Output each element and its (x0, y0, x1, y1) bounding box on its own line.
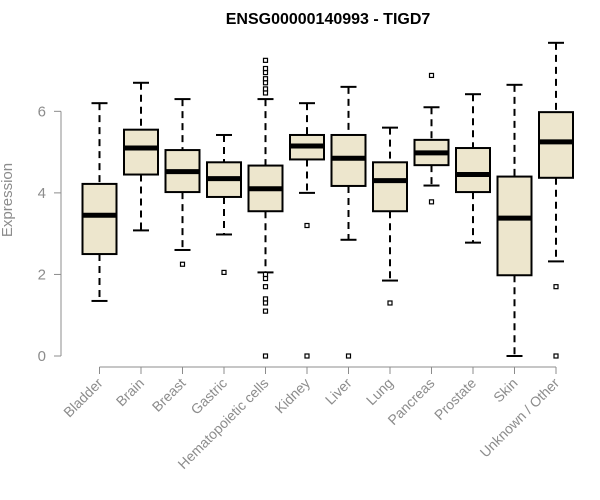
box-iqr (81, 182, 118, 256)
box-skin (496, 83, 533, 357)
y-axis: 0 2 4 6 (38, 103, 62, 365)
x-tick-label: Unknown / Other (477, 375, 563, 461)
outlier-point (262, 57, 269, 63)
y-tick-label: 6 (38, 103, 46, 120)
x-tick-label: Prostate (431, 375, 479, 423)
box-bladder (81, 102, 118, 302)
x-tick-label: Liver (322, 375, 355, 408)
outlier-point (262, 275, 269, 282)
outlier-point (262, 69, 269, 76)
outlier-point (428, 199, 435, 205)
outlier-point (428, 72, 435, 79)
box-hematopoietic-cells (247, 57, 284, 359)
y-axis-label: Expression (0, 163, 16, 237)
outlier-point (262, 308, 269, 314)
box-iqr (372, 161, 408, 213)
outlier-point (262, 76, 269, 82)
box-pancreas (413, 72, 450, 205)
box-iqr (496, 175, 533, 277)
outlier-point (262, 300, 269, 306)
box-liver (330, 85, 367, 359)
chart-title: ENSG00000140993 - TIGD7 (226, 11, 431, 28)
y-tick-label: 0 (38, 348, 46, 365)
outlier-point (262, 271, 269, 278)
outlier-point (262, 86, 269, 92)
box-gastric (206, 133, 242, 276)
box-iqr (455, 147, 491, 194)
outlier-point (345, 353, 352, 359)
boxes (81, 41, 574, 359)
outlier-point (262, 353, 269, 359)
x-tick-label: Bladder (60, 375, 106, 421)
outlier-point (262, 90, 269, 96)
outlier-point (304, 222, 310, 229)
x-tick-label: Lung (363, 375, 396, 408)
outlier-point (387, 300, 393, 306)
x-tick-label: Skin (490, 375, 521, 406)
box-lung (372, 126, 408, 306)
outlier-point (262, 296, 269, 302)
box-unknown-other (538, 41, 574, 359)
y-tick-label: 4 (38, 185, 46, 202)
outlier-point (553, 284, 559, 290)
box-iqr (538, 111, 574, 179)
x-tick-label: Brain (113, 375, 147, 409)
box-iqr (123, 128, 159, 176)
outlier-point (262, 284, 269, 290)
box-prostate (455, 93, 491, 244)
outlier-point (262, 65, 269, 72)
outlier-point (179, 261, 186, 267)
outlier-point (262, 80, 269, 86)
x-tick-label: Breast (149, 375, 189, 415)
box-breast (164, 98, 201, 267)
outlier-point (221, 269, 227, 276)
outlier-point (304, 353, 310, 359)
y-tick-label: 2 (38, 266, 46, 283)
outlier-point (553, 353, 559, 359)
x-tick-label: Kidney (272, 375, 314, 417)
box-kidney (289, 102, 325, 359)
box-brain (123, 81, 159, 232)
